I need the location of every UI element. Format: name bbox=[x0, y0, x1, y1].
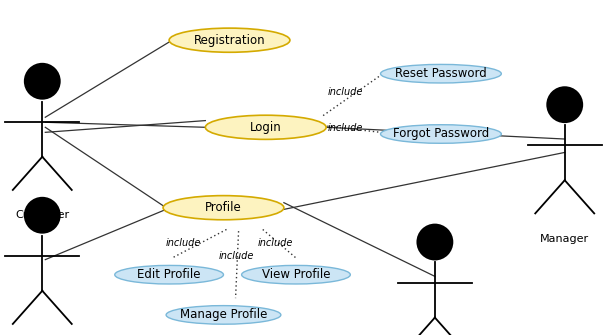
Text: Manage Profile: Manage Profile bbox=[180, 309, 267, 321]
Ellipse shape bbox=[24, 63, 61, 100]
Ellipse shape bbox=[381, 125, 501, 143]
Text: Reset Password: Reset Password bbox=[395, 67, 487, 80]
Ellipse shape bbox=[24, 197, 61, 234]
Text: Login: Login bbox=[250, 121, 281, 134]
Ellipse shape bbox=[115, 265, 223, 284]
Ellipse shape bbox=[205, 115, 326, 139]
Ellipse shape bbox=[163, 196, 284, 220]
Text: include: include bbox=[258, 238, 293, 248]
Text: Registration: Registration bbox=[194, 34, 265, 47]
Text: include: include bbox=[165, 238, 201, 248]
Text: Profile: Profile bbox=[205, 201, 242, 214]
Ellipse shape bbox=[416, 224, 454, 261]
Text: Manager: Manager bbox=[540, 234, 590, 244]
Ellipse shape bbox=[169, 28, 290, 52]
Text: Forgot Password: Forgot Password bbox=[393, 128, 489, 140]
Ellipse shape bbox=[166, 306, 281, 324]
Text: View Profile: View Profile bbox=[262, 268, 330, 281]
Text: Edit Profile: Edit Profile bbox=[137, 268, 201, 281]
Ellipse shape bbox=[381, 64, 501, 83]
Text: include: include bbox=[219, 251, 254, 261]
Ellipse shape bbox=[242, 265, 350, 284]
Text: include: include bbox=[328, 87, 363, 97]
Text: include: include bbox=[328, 123, 363, 133]
Ellipse shape bbox=[546, 86, 583, 123]
Text: Customer: Customer bbox=[15, 210, 69, 220]
